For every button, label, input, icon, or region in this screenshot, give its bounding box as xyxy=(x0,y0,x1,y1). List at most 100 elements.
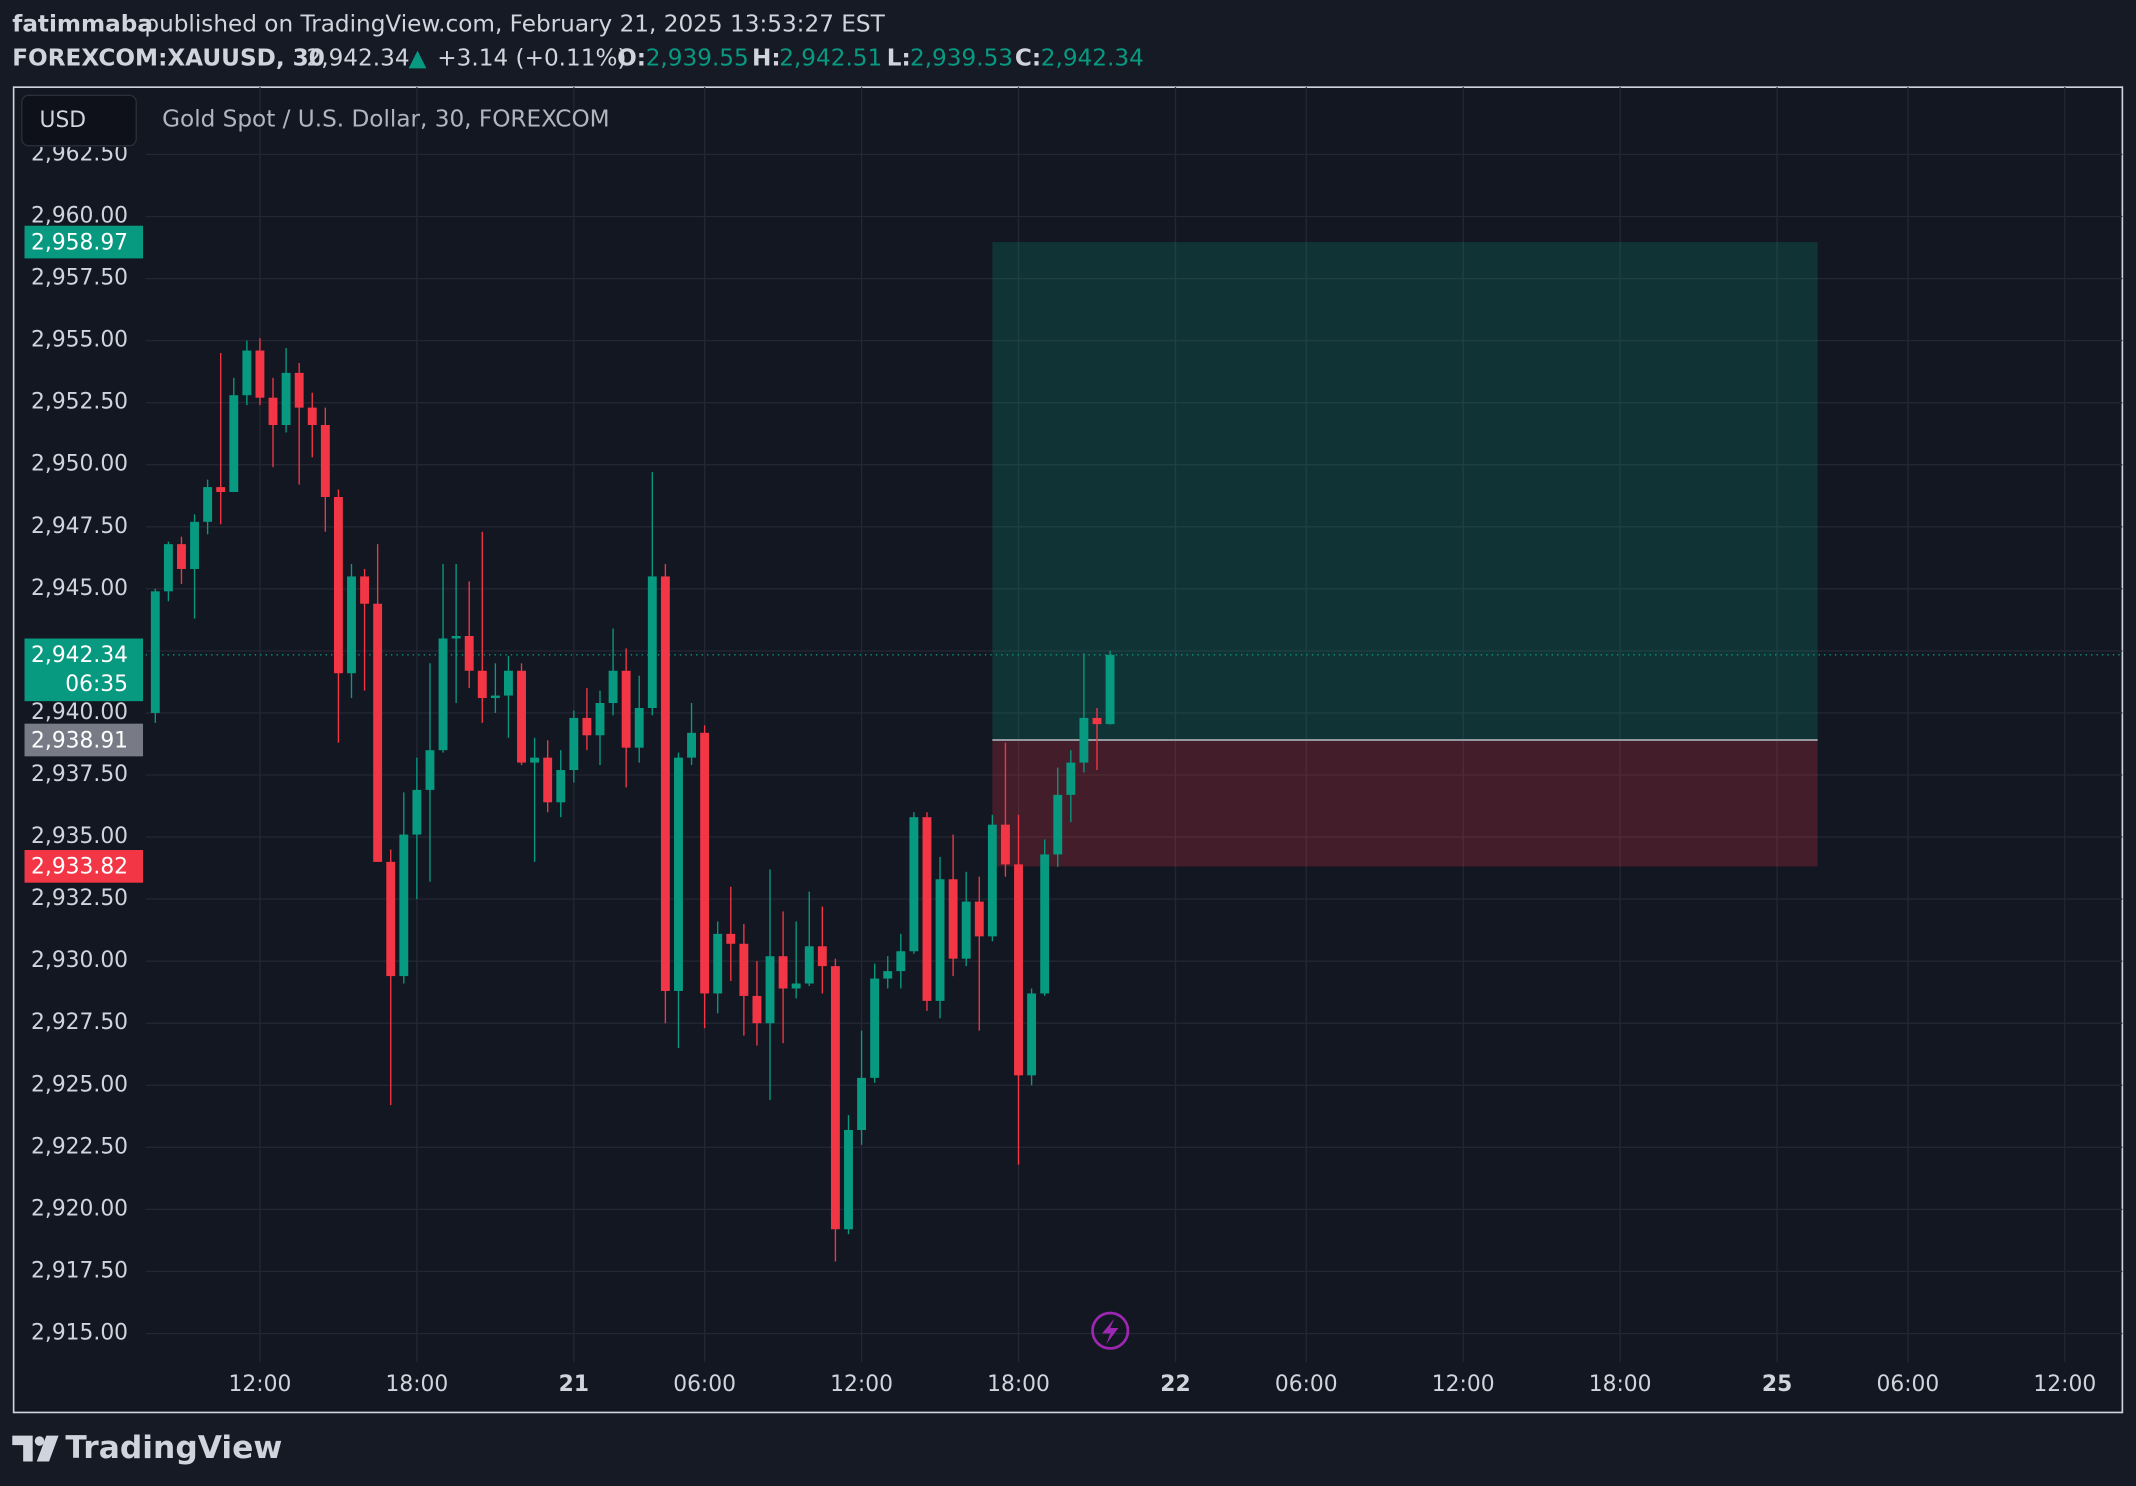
candle-body xyxy=(268,397,278,426)
y-tick-label: 2,935.00 xyxy=(31,824,128,849)
candle-body xyxy=(595,703,605,736)
candle-body xyxy=(242,350,252,396)
y-tick-label: 2,925.00 xyxy=(31,1072,128,1097)
candle-body xyxy=(987,824,997,937)
candle-body xyxy=(961,901,971,959)
candle-body xyxy=(517,670,526,763)
price-tags: 2,958.97 2,938.91 2,933.82 2,942.34 06:35 xyxy=(24,225,144,883)
price-tag-label: 2,958.97 xyxy=(31,230,128,255)
candle-body xyxy=(739,943,749,996)
grid xyxy=(145,87,2123,1363)
candle-body xyxy=(333,496,343,674)
y-tick-label: 2,962.50 xyxy=(31,141,128,166)
candle-body xyxy=(150,591,160,713)
author: fatimmaba xyxy=(12,11,153,37)
candle-body xyxy=(307,407,317,426)
candle-body xyxy=(438,638,448,751)
candle-body xyxy=(726,933,736,944)
brand: TradingView xyxy=(65,1430,282,1466)
price-tag xyxy=(24,225,144,259)
price-tag-label: 2,938.91 xyxy=(31,728,128,753)
candle-body xyxy=(216,487,226,493)
open: 2,939.55 xyxy=(646,45,749,71)
logo-mark xyxy=(36,1435,59,1462)
x-tick-label: 12:00 xyxy=(229,1372,292,1397)
lightning-icon[interactable] xyxy=(1091,1311,1130,1350)
x-tick-label: 18:00 xyxy=(1589,1372,1652,1397)
candle-body xyxy=(948,879,958,959)
candle-body xyxy=(255,350,265,398)
h-label: H: xyxy=(752,45,781,71)
x-tick-label: 06:00 xyxy=(1275,1372,1338,1397)
candle-body xyxy=(543,757,553,803)
candle-body xyxy=(399,834,409,977)
y-tick-label: 2,957.50 xyxy=(31,266,128,291)
currency: USD xyxy=(40,108,87,133)
candle-body xyxy=(765,956,775,1024)
candle-body xyxy=(163,544,173,592)
candle-body xyxy=(464,635,474,671)
candle-body xyxy=(844,1129,853,1230)
candle-body xyxy=(281,372,291,426)
y-tick-label: 2,940.00 xyxy=(31,700,128,725)
header-line: fatimmaba published on TradingView.com, … xyxy=(12,11,885,37)
candle-body xyxy=(1079,717,1089,763)
arrow: ▲ xyxy=(409,45,427,71)
low: 2,939.53 xyxy=(910,45,1013,71)
candle-body xyxy=(477,670,487,699)
y-tick-label: 2,937.50 xyxy=(31,762,128,787)
candle-body xyxy=(634,707,644,748)
x-tick-label: 22 xyxy=(1160,1372,1190,1397)
candle-body xyxy=(870,978,880,1078)
chart-title: Gold Spot / U.S. Dollar, 30, FOREXCOM xyxy=(162,106,610,132)
x-tick-label: 12:00 xyxy=(1432,1372,1495,1397)
candle-body xyxy=(883,971,893,979)
candle-body xyxy=(896,951,906,972)
change: +3.14 (+0.11%) xyxy=(437,45,626,71)
y-tick-label: 2,917.50 xyxy=(31,1258,128,1283)
y-tick-label: 2,955.00 xyxy=(31,328,128,353)
candle-body xyxy=(804,946,814,984)
x-tick-label: 25 xyxy=(1762,1372,1792,1397)
y-axis: 2,915.00 2,917.50 2,920.00 2,922.50 2,925.00… xyxy=(31,141,128,1345)
candle-body xyxy=(451,635,461,639)
candle-body xyxy=(713,933,723,994)
last-price-label: 2,942.34 xyxy=(31,643,128,668)
candle-body xyxy=(556,770,566,803)
candle-body xyxy=(608,670,618,704)
chart-frame xyxy=(12,86,2124,1414)
candle-body xyxy=(347,576,356,674)
logo xyxy=(12,1435,59,1462)
candle-body xyxy=(425,750,435,790)
candle-body xyxy=(203,487,213,522)
x-tick-label: 18:00 xyxy=(987,1372,1050,1397)
l-label: L: xyxy=(887,45,911,71)
currency-button[interactable] xyxy=(21,94,137,147)
candle-body xyxy=(974,901,984,937)
candle-body xyxy=(386,861,396,977)
candle-body xyxy=(922,817,932,1001)
candle-body xyxy=(791,983,801,989)
candle-body xyxy=(700,732,710,994)
candle-body xyxy=(1040,854,1050,994)
candle-body xyxy=(935,879,945,1001)
x-tick-label: 18:00 xyxy=(385,1372,448,1397)
candle-body xyxy=(817,946,827,967)
x-axis: 12:00 18:00 21 06:00 12:00 18:00 22 06:00 12:00 1… xyxy=(229,1372,2097,1397)
x-tick-label: 21 xyxy=(559,1372,589,1397)
candle-body xyxy=(621,670,631,748)
candle-body xyxy=(582,717,592,736)
y-tick-label: 2,927.50 xyxy=(31,1010,128,1035)
countdown: 06:35 xyxy=(65,672,128,697)
candle-body xyxy=(830,966,840,1230)
lightning-circle xyxy=(1091,1311,1130,1350)
price-tag xyxy=(24,850,144,883)
candle-body xyxy=(229,395,239,493)
symbol: FOREXCOM:XAUUSD, 30 xyxy=(12,45,325,71)
o-label: O: xyxy=(617,45,646,71)
close: 2,942.34 xyxy=(1041,45,1144,71)
candle-body xyxy=(1092,717,1102,725)
high: 2,942.51 xyxy=(779,45,882,71)
y-tick-label: 2,947.50 xyxy=(31,514,128,539)
